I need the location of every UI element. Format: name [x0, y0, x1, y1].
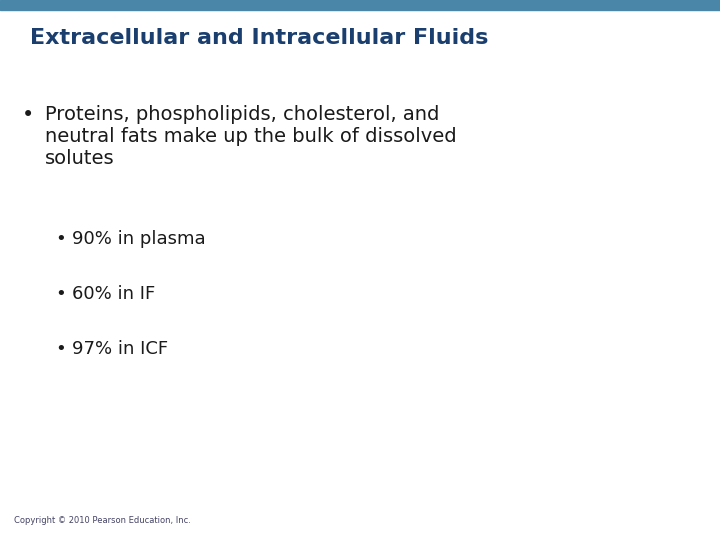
- Text: 60% in IF: 60% in IF: [72, 285, 156, 303]
- Text: 90% in plasma: 90% in plasma: [72, 230, 206, 248]
- Text: •: •: [55, 340, 66, 358]
- Text: •: •: [55, 285, 66, 303]
- Text: Copyright © 2010 Pearson Education, Inc.: Copyright © 2010 Pearson Education, Inc.: [14, 516, 191, 525]
- Text: neutral fats make up the bulk of dissolved: neutral fats make up the bulk of dissolv…: [45, 127, 456, 146]
- Text: Proteins, phospholipids, cholesterol, and: Proteins, phospholipids, cholesterol, an…: [45, 105, 439, 124]
- Text: 97% in ICF: 97% in ICF: [72, 340, 168, 358]
- Text: •: •: [55, 230, 66, 248]
- Text: Extracellular and Intracellular Fluids: Extracellular and Intracellular Fluids: [30, 28, 488, 48]
- Bar: [0, 0, 720, 10]
- Text: •: •: [22, 105, 35, 125]
- Text: solutes: solutes: [45, 149, 114, 168]
